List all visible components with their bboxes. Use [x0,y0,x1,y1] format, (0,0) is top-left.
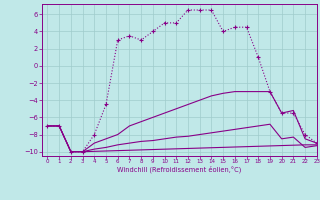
X-axis label: Windchill (Refroidissement éolien,°C): Windchill (Refroidissement éolien,°C) [117,166,241,173]
